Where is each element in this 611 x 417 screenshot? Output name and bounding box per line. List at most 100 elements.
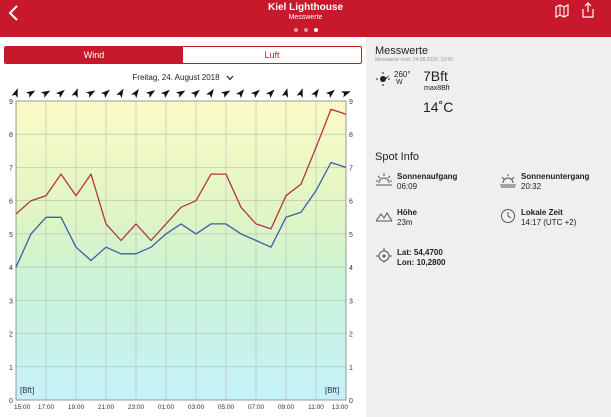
wind-arrow [131, 88, 139, 99]
location-crosshair-icon [376, 248, 392, 263]
plot-border [15, 100, 347, 401]
y-tick-label-right: 8 [349, 132, 353, 139]
tab-wind[interactable]: Wind [5, 47, 183, 63]
y-tick-label-left: 1 [9, 365, 13, 372]
wind-arrow [116, 88, 124, 99]
y-tick-label-right: 4 [349, 265, 353, 272]
chevron-left-icon[interactable] [6, 4, 22, 22]
longitude-value: 10,2800 [416, 258, 446, 267]
wind-force-value: 7Bft [423, 68, 448, 84]
local-time-label: Lokale Zeit [521, 208, 563, 217]
x-tick-label: 17:00 [38, 404, 55, 411]
wind-arrow [325, 89, 335, 99]
wind-direction-icon [376, 72, 390, 86]
altitude-value: 23m [397, 218, 413, 227]
x-tick-label: 09:00 [278, 404, 295, 411]
map-icon[interactable] [555, 4, 569, 18]
y-tick-label-left: 0 [9, 398, 13, 405]
wind-direction-degrees: 260° [394, 70, 411, 79]
wind-arrow [190, 89, 200, 99]
y-tick-label-right: 1 [349, 365, 353, 372]
y-axis-ticks: 0 0 1 1 2 2 3 3 4 4 5 5 6 6 7 7 8 8 9 9 [9, 99, 353, 405]
spot-info-title: Spot Info [375, 151, 420, 163]
air-temperature: 14˚C [423, 99, 454, 115]
x-axis-ticks: 15:00 17:00 19:00 21:00 23:00 01:00 03:00 05:00… [14, 404, 348, 411]
chart-grid [15, 100, 347, 401]
wind-arrow [25, 90, 36, 98]
wind-arrow [175, 90, 186, 98]
sunrise-label: Sonnenaufgang [397, 172, 458, 181]
y-tick-label-right: 2 [349, 332, 353, 339]
wind-direction-arrows [11, 88, 351, 99]
y-tick-label-left: 9 [9, 99, 13, 106]
y-tick-label-left: 3 [9, 298, 13, 305]
clock-icon [501, 209, 515, 223]
y-tick-label-left: 8 [9, 132, 13, 139]
tab-luft[interactable]: Luft [183, 47, 361, 63]
y-tick-label-left: 6 [9, 199, 13, 206]
measurements-subtitle: Messwerte vom: 24.08.2018, 13:00 [375, 57, 454, 63]
longitude-key: Lon: [397, 258, 415, 267]
x-tick-label: 07:00 [248, 404, 265, 411]
series-line-0 [15, 108, 347, 242]
y-tick-label-left: 7 [9, 165, 13, 172]
y-tick-label-right: 5 [349, 232, 353, 239]
top-bar: Kiel Lighthouse Messwerte [0, 0, 611, 37]
local-time-value: 14:17 (UTC +2) [521, 218, 577, 227]
date-selector[interactable]: Freitag, 24. August 2018 [0, 73, 366, 83]
page-dot[interactable] [293, 28, 298, 32]
y-axis-unit-right: [Bft] [325, 386, 339, 395]
wind-arrow [145, 90, 156, 98]
chart-plot-area [16, 101, 346, 400]
chart-panel: Wind Luft Freitag, 24. August 2018 0 0 1 1 2… [0, 37, 366, 417]
share-icon[interactable] [581, 2, 595, 18]
wind-chart[interactable]: 0 0 1 1 2 2 3 3 4 4 5 5 6 6 7 7 8 8 9 9 15:00 17:00 19:00 21:0… [0, 86, 366, 417]
page-indicator[interactable] [0, 25, 611, 32]
wind-arrow [311, 88, 319, 99]
wind-arrow [40, 90, 51, 98]
y-tick-label-right: 6 [349, 199, 353, 206]
page-title: Kiel Lighthouse [268, 2, 343, 13]
x-tick-label: 11:00 [308, 404, 324, 411]
y-tick-label-right: 7 [349, 165, 353, 172]
longitude-label: Lon: 10,2800 [397, 258, 445, 268]
title-block: Kiel Lighthouse Messwerte [0, 2, 611, 22]
wind-arrow [206, 88, 214, 99]
x-tick-label: 23:00 [128, 404, 145, 411]
y-tick-label-right: 9 [349, 99, 353, 106]
wind-arrow [55, 89, 65, 99]
wind-arrow [220, 90, 231, 98]
wind-arrow [296, 88, 303, 98]
x-tick-label: 15:00 [14, 404, 31, 411]
wind-direction-label: W [396, 79, 403, 86]
wind-arrow [265, 89, 275, 99]
x-tick-label: 05:00 [218, 404, 235, 411]
latitude-key: Lat: [397, 248, 412, 257]
wind-arrow [235, 89, 245, 99]
wind-arrow [160, 89, 170, 99]
y-tick-label-left: 2 [9, 332, 13, 339]
wind-arrow [341, 91, 351, 98]
wind-force-max: max8Bft [424, 85, 450, 92]
y-tick-label-left: 5 [9, 232, 13, 239]
page-dot[interactable] [303, 28, 308, 32]
x-tick-label: 21:00 [98, 404, 115, 411]
y-tick-label-right: 0 [349, 398, 353, 405]
sunset-icon [500, 174, 516, 188]
x-tick-label: 03:00 [188, 404, 205, 411]
page-dot-active[interactable] [313, 28, 318, 32]
x-tick-label: 19:00 [68, 404, 85, 411]
chevron-down-icon[interactable] [226, 75, 234, 81]
sunrise-value: 06:09 [397, 182, 418, 191]
mountain-icon [375, 212, 393, 222]
y-axis-unit-left: [Bft] [20, 386, 34, 395]
x-tick-label: 01:00 [158, 404, 175, 411]
latitude-label: Lat: 54,4700 [397, 248, 443, 258]
y-tick-label-left: 4 [9, 265, 13, 272]
wind-arrow [250, 89, 260, 99]
wind-arrow [281, 88, 289, 98]
wind-arrow [85, 90, 96, 98]
tab-control: Wind Luft [4, 46, 362, 64]
wind-arrow [71, 88, 78, 98]
sunset-value: 20:32 [521, 182, 542, 191]
